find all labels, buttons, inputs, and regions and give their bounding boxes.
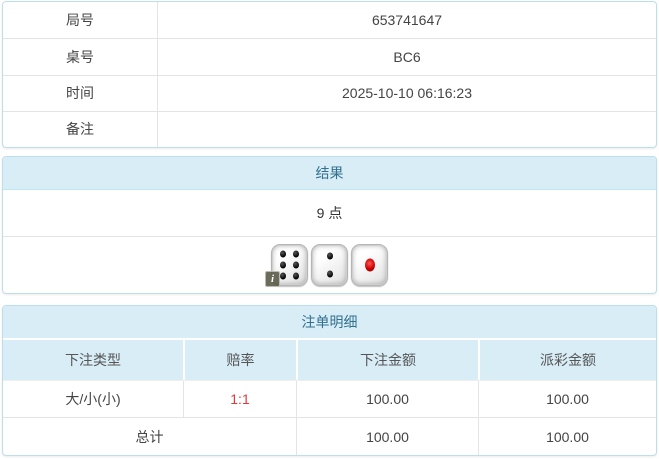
result-panel-title: 结果 [3,157,656,190]
dice-row: i [3,236,656,293]
bet-amount-value: 100.00 [296,381,478,417]
table-number-label: 桌号 [3,39,158,75]
odds-value: 1:1 [183,381,296,417]
result-panel: 结果 9 点 i [2,156,657,294]
result-points: 9 点 [316,205,343,221]
remark-label: 备注 [3,111,158,147]
bet-details-panel: 注单明细 下注类型 赔率 下注金额 派彩金额 大/小(小) 1:1 100.00… [2,305,657,456]
bet-details-title: 注单明细 [3,306,656,338]
col-header-odds: 赔率 [183,338,296,380]
round-number-label: 局号 [3,2,158,39]
col-header-bet-type: 下注类型 [3,338,183,380]
die-pip [326,270,333,278]
die-pip [279,272,286,280]
table-row: 大/小(小) 1:1 100.00 100.00 [3,380,656,417]
game-info-table: 局号 653741647 桌号 BC6 时间 2025-10-10 06:16:… [2,1,657,148]
col-header-payout-amount: 派彩金额 [478,338,656,380]
payout-amount-value: 100.00 [478,381,656,417]
time-value: 2025-10-10 06:16:23 [342,85,472,102]
die-pip [293,250,300,258]
round-number-value: 653741647 [371,12,443,29]
total-bet-amount: 100.00 [296,418,478,455]
time-label: 时间 [3,75,158,111]
total-label: 总计 [135,428,164,445]
die-pip [326,252,333,260]
die-2-image [311,244,348,286]
col-header-bet-amount: 下注金额 [296,338,478,380]
die-pip [364,258,375,272]
table-row: 局号 653741647 [3,2,656,39]
table-number-value: BC6 [393,48,421,65]
die-pip [293,261,300,269]
die-1-image[interactable]: i [265,244,308,287]
die-pip [279,261,286,269]
table-row: 备注 [3,110,656,147]
bet-table-header: 下注类型 赔率 下注金额 派彩金额 [3,338,656,380]
die-pip [293,272,300,280]
table-row: 桌号 BC6 [3,38,656,75]
die-3-image [351,244,388,286]
total-payout-amount: 100.00 [478,418,656,455]
remark-value [158,112,656,147]
total-row: 总计 100.00 100.00 [3,417,656,455]
die-pip [279,250,286,258]
bet-type-value: 大/小(小) [65,391,121,407]
table-row: 时间 2025-10-10 06:16:23 [3,74,656,111]
info-badge-icon: i [265,271,280,287]
